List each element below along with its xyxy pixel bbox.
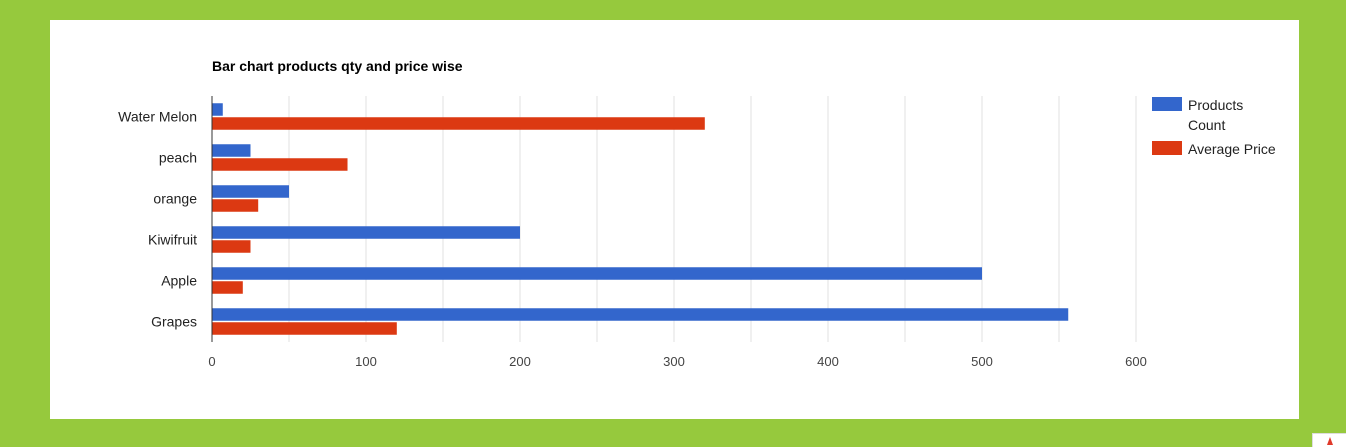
- x-axis-ticks: 0 100 200 300 400 500 600: [208, 354, 1146, 369]
- bar-products-count[interactable]: [212, 185, 289, 198]
- legend: Products Count Average Price: [1152, 97, 1276, 157]
- corner-badge-icon: [1312, 433, 1346, 447]
- category-label: Kiwifruit: [148, 232, 197, 248]
- legend-swatch: [1152, 97, 1182, 111]
- category-label: Water Melon: [118, 109, 197, 125]
- category-label: orange: [153, 191, 197, 207]
- bar-products-count[interactable]: [212, 103, 223, 116]
- category-label: Apple: [161, 273, 197, 289]
- gridlines: [288, 96, 1137, 342]
- bar-products-count[interactable]: [212, 308, 1069, 321]
- bar-products-count[interactable]: [212, 267, 982, 280]
- category-label: Grapes: [151, 314, 197, 330]
- legend-label: Count: [1188, 117, 1225, 133]
- category-label: peach: [159, 150, 197, 166]
- bar-average-price[interactable]: [212, 158, 348, 171]
- bar-average-price[interactable]: [212, 322, 397, 335]
- x-tick-label: 0: [208, 354, 215, 369]
- x-tick-label: 400: [817, 354, 839, 369]
- x-tick-label: 200: [509, 354, 531, 369]
- legend-label: Products: [1188, 97, 1243, 113]
- bar-average-price[interactable]: [212, 117, 705, 130]
- x-tick-label: 600: [1125, 354, 1147, 369]
- bar-products-count[interactable]: [212, 144, 251, 157]
- bars: [212, 103, 1069, 335]
- bar-average-price[interactable]: [212, 240, 251, 253]
- x-tick-label: 100: [355, 354, 377, 369]
- chart-title: Bar chart products qty and price wise: [212, 58, 463, 74]
- x-tick-label: 300: [663, 354, 685, 369]
- legend-swatch: [1152, 141, 1182, 155]
- bar-average-price[interactable]: [212, 281, 243, 294]
- legend-label: Average Price: [1188, 141, 1276, 157]
- bar-average-price[interactable]: [212, 199, 259, 212]
- y-axis-labels: Water Melon peach orange Kiwifruit Apple Grap…: [118, 109, 197, 330]
- x-tick-label: 500: [971, 354, 993, 369]
- bar-products-count[interactable]: [212, 226, 520, 239]
